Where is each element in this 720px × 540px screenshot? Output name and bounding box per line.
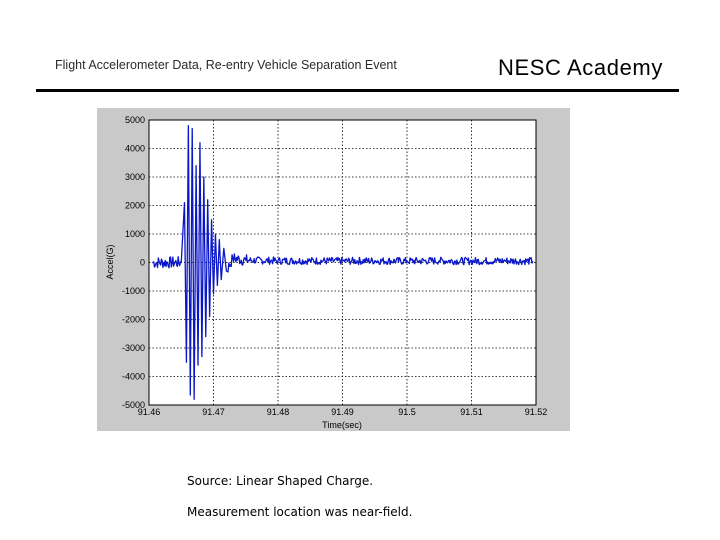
- y-tick-label: 4000: [125, 144, 145, 154]
- y-tick-label: -2000: [122, 315, 145, 325]
- accelerometer-chart: -5000 -4000 -3000 -2000 -1000 0 1000 2000 3000 40…: [97, 108, 570, 431]
- y-tick-label: 0: [140, 258, 145, 268]
- x-tick-label: 91.52: [525, 407, 548, 417]
- x-tick-label: 91.47: [202, 407, 225, 417]
- brand-logo-text: NESC Academy: [498, 55, 663, 80]
- series-group: [152, 125, 534, 400]
- x-tick-label: 91.49: [331, 407, 354, 417]
- accel-series-line: [152, 125, 534, 400]
- slide-title: Flight Accelerometer Data, Re-entry Vehi…: [55, 58, 397, 72]
- y-tick-label: -4000: [122, 372, 145, 382]
- y-tick-label: 3000: [125, 172, 145, 182]
- x-tick-label: 91.51: [460, 407, 483, 417]
- x-tick-label: 91.48: [267, 407, 290, 417]
- y-axis-label: Accel(G): [105, 244, 115, 279]
- y-tick-label: -5000: [122, 400, 145, 410]
- y-tick-label: -1000: [122, 286, 145, 296]
- x-axis-label: Time(sec): [322, 420, 362, 430]
- y-tick-label: -3000: [122, 343, 145, 353]
- measurement-caption: Measurement location was near-field.: [187, 505, 413, 519]
- y-tick-labels: -5000 -4000 -3000 -2000 -1000 0 1000 2000 3000 40…: [122, 115, 145, 410]
- y-tick-label: 2000: [125, 201, 145, 211]
- x-tick-labels: 91.46 91.47 91.48 91.49 91.5 91.51 91.52: [138, 407, 548, 417]
- header-divider: [36, 89, 679, 92]
- plot-frame: [148, 119, 537, 406]
- chart-svg: -5000 -4000 -3000 -2000 -1000 0 1000 2000 3000 40…: [97, 108, 570, 431]
- y-tick-label: 1000: [125, 229, 145, 239]
- source-caption: Source: Linear Shaped Charge.: [187, 474, 374, 488]
- x-tick-label: 91.46: [138, 407, 161, 417]
- grid-lines: [149, 120, 536, 405]
- x-tick-label: 91.5: [398, 407, 416, 417]
- y-tick-label: 5000: [125, 115, 145, 125]
